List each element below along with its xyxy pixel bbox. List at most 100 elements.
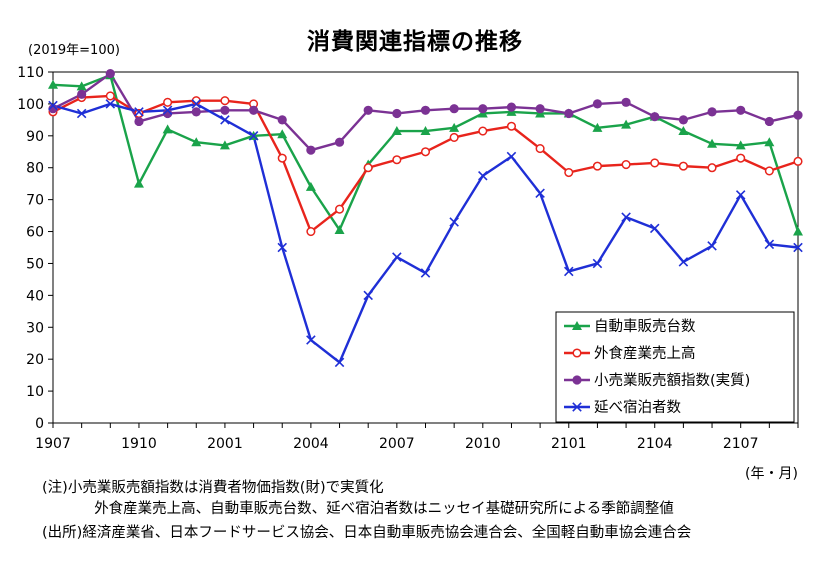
y-tick-label: 110 xyxy=(17,65,44,81)
x-marker xyxy=(420,268,431,278)
x-marker xyxy=(535,188,545,199)
x-marker-stroke xyxy=(420,268,431,278)
y-tick-label: 50 xyxy=(26,256,44,272)
y-tick-label: 100 xyxy=(17,97,44,113)
x-marker-stroke xyxy=(220,115,230,125)
open-circle-marker xyxy=(334,204,345,214)
triangle-marker xyxy=(219,140,230,150)
x-marker-stroke xyxy=(649,223,660,234)
y-tick-label: 60 xyxy=(26,225,44,241)
circle-marker xyxy=(191,107,201,117)
open-circle-marker xyxy=(650,158,660,168)
x-tick-label: 2001 xyxy=(207,436,243,452)
open-circle-marker xyxy=(707,163,717,173)
x-marker xyxy=(649,223,660,234)
circle-marker xyxy=(478,104,488,114)
open-circle-marker xyxy=(306,226,316,237)
x-tick-label: 1907 xyxy=(35,436,71,452)
circle-marker xyxy=(592,99,603,109)
x-marker-stroke xyxy=(134,107,144,117)
y-tick-label: 90 xyxy=(26,129,44,145)
x-marker-stroke xyxy=(592,258,603,269)
x-marker xyxy=(162,105,173,116)
triangle-marker xyxy=(621,119,632,129)
x-marker-stroke xyxy=(735,190,746,200)
circle-marker xyxy=(220,105,230,115)
circle-marker xyxy=(306,145,316,155)
open-circle-marker xyxy=(564,167,574,178)
y-tick-label: 80 xyxy=(26,161,44,177)
triangle-marker xyxy=(592,122,603,132)
circle-marker xyxy=(736,105,746,115)
circle-marker xyxy=(163,108,173,119)
triangle-marker xyxy=(305,181,316,191)
triangle-marker xyxy=(334,224,345,234)
circle-marker xyxy=(105,68,115,79)
circle-marker xyxy=(48,104,58,114)
circle-marker xyxy=(793,110,803,120)
x-marker-stroke xyxy=(162,105,173,116)
chart-title: 消費関連指標の推移 xyxy=(307,29,523,55)
triangle-marker xyxy=(764,137,775,147)
open-circle-marker xyxy=(163,97,173,107)
x-marker-stroke xyxy=(449,217,459,227)
x-tick-label: 2004 xyxy=(293,436,329,452)
open-circle-marker xyxy=(220,96,230,106)
x-marker xyxy=(105,99,116,109)
circle-marker xyxy=(420,105,431,115)
triangle-marker xyxy=(572,321,582,330)
x-marker-stroke xyxy=(793,242,803,253)
x-marker xyxy=(592,258,603,269)
circle-marker xyxy=(277,115,287,125)
triangle-marker xyxy=(48,79,58,89)
x-marker-stroke xyxy=(621,212,631,222)
x-marker xyxy=(678,257,689,267)
triangle-marker xyxy=(191,137,202,147)
x-marker xyxy=(735,190,746,200)
x-marker-stroke xyxy=(572,402,582,412)
open-circle-marker xyxy=(621,159,631,170)
source-line: (出所)経済産業省、日本フードサービス協会、日本自動車販売協会連合会、全国軽自動… xyxy=(42,525,692,541)
x-marker-stroke xyxy=(392,252,402,262)
triangle-marker xyxy=(277,129,288,139)
x-marker-stroke xyxy=(707,241,717,251)
circle-marker xyxy=(363,105,373,115)
x-marker-stroke xyxy=(76,108,87,119)
open-circle-marker xyxy=(449,132,459,142)
triangle-marker xyxy=(707,138,718,148)
circle-marker xyxy=(392,108,402,119)
open-circle-marker xyxy=(572,348,582,358)
x-marker-stroke xyxy=(191,99,202,109)
circle-marker xyxy=(572,375,582,385)
open-circle-marker xyxy=(678,161,688,171)
x-tick-label: 1910 xyxy=(121,436,157,452)
x-marker-stroke xyxy=(306,335,316,345)
x-marker-stroke xyxy=(248,131,259,141)
open-circle-marker xyxy=(793,156,803,166)
circle-marker xyxy=(564,108,574,119)
x-unit-label: (年・月) xyxy=(745,466,798,482)
y-tick-label: 30 xyxy=(26,320,44,336)
open-circle-marker xyxy=(535,144,545,154)
y-tick-label: 40 xyxy=(26,288,44,304)
x-tick-label: 2107 xyxy=(723,436,759,452)
open-circle-marker xyxy=(506,121,517,131)
x-marker xyxy=(449,217,459,227)
open-circle-marker xyxy=(392,155,402,165)
y-tick-label: 10 xyxy=(26,384,44,400)
circle-marker xyxy=(334,137,345,147)
open-circle-marker xyxy=(105,91,115,101)
series-markers xyxy=(48,68,803,368)
x-marker xyxy=(572,402,582,412)
x-marker xyxy=(392,252,402,262)
open-circle-marker xyxy=(764,166,774,176)
circle-marker xyxy=(506,102,517,112)
x-marker-stroke xyxy=(506,151,517,162)
x-marker-stroke xyxy=(48,100,58,111)
x-marker xyxy=(478,170,488,181)
circle-marker xyxy=(535,104,545,114)
x-marker-stroke xyxy=(678,257,689,267)
x-marker xyxy=(248,131,259,141)
x-marker-stroke xyxy=(334,357,345,368)
